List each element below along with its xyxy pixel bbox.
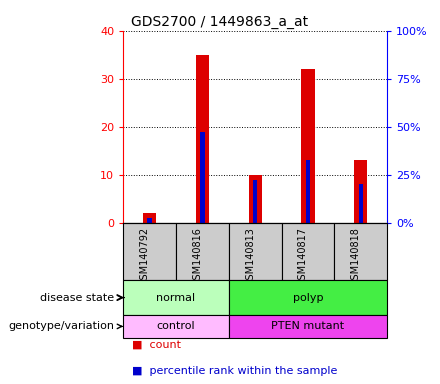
Bar [359, 184, 363, 223]
Bar [196, 55, 209, 223]
Bar [249, 175, 262, 223]
Text: GSM140813: GSM140813 [245, 227, 255, 286]
Bar [123, 280, 229, 315]
Bar [143, 213, 156, 223]
Bar [176, 223, 229, 280]
Bar [301, 69, 315, 223]
Text: polyp: polyp [293, 293, 323, 303]
Text: GSM140816: GSM140816 [192, 227, 202, 286]
Text: ■  percentile rank within the sample: ■ percentile rank within the sample [132, 366, 337, 376]
Bar [123, 315, 229, 338]
Bar [200, 131, 205, 223]
Bar [334, 223, 387, 280]
Bar [229, 223, 282, 280]
Text: GSM140792: GSM140792 [139, 227, 150, 286]
Bar [123, 223, 176, 280]
Bar [253, 180, 257, 223]
Bar [229, 315, 387, 338]
Text: control: control [157, 321, 195, 331]
Text: GSM140817: GSM140817 [298, 227, 308, 286]
Text: normal: normal [157, 293, 195, 303]
Bar [354, 161, 367, 223]
Bar [147, 218, 152, 223]
Text: GSM140818: GSM140818 [351, 227, 361, 286]
Bar [282, 223, 334, 280]
Text: disease state: disease state [40, 293, 114, 303]
Text: PTEN mutant: PTEN mutant [271, 321, 345, 331]
Text: genotype/variation: genotype/variation [8, 321, 114, 331]
Text: ■  count: ■ count [132, 339, 181, 349]
Bar [306, 161, 310, 223]
Text: GDS2700 / 1449863_a_at: GDS2700 / 1449863_a_at [132, 15, 308, 29]
Bar [229, 280, 387, 315]
